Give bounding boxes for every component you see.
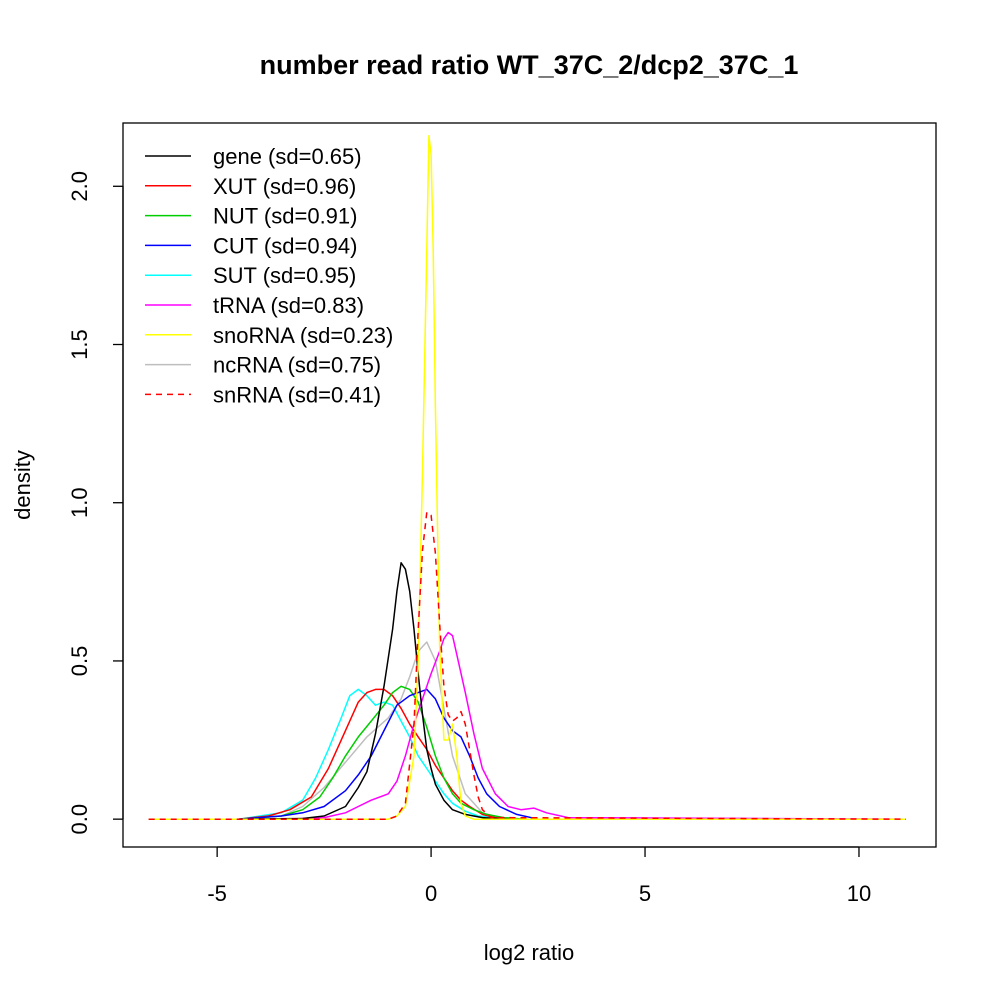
y-tick-label: 0.0: [67, 804, 92, 835]
series-line-6: [148, 134, 906, 820]
x-tick-label: 5: [639, 881, 651, 906]
y-tick-label: 0.5: [67, 646, 92, 677]
series-line-0: [148, 562, 906, 820]
legend-label: gene (sd=0.65): [213, 144, 362, 169]
x-tick-label: 10: [847, 881, 871, 906]
x-axis: -5 0 5 10: [207, 846, 871, 906]
legend-label: SUT (sd=0.95): [213, 263, 356, 288]
y-tick-label: 1.5: [67, 329, 92, 360]
plot-frame: [122, 122, 937, 848]
series-layer: [148, 134, 907, 820]
chart-title: number read ratio WT_37C_2/dcp2_37C_1: [260, 50, 799, 80]
legend-label: NUT (sd=0.91): [213, 204, 357, 229]
legend-label: snRNA (sd=0.41): [213, 382, 381, 407]
series-line-5: [148, 631, 907, 820]
legend-label: ncRNA (sd=0.75): [213, 353, 381, 378]
y-tick-label: 2.0: [67, 171, 92, 202]
series-line-1: [148, 688, 906, 820]
series-line-8: [148, 511, 907, 820]
legend-label: CUT (sd=0.94): [213, 233, 357, 258]
legend-label: snoRNA (sd=0.23): [213, 323, 393, 348]
series-line-3: [148, 688, 906, 820]
x-axis-label: log2 ratio: [484, 940, 575, 965]
y-axis: 0.0 0.5 1.0 1.5 2.0: [67, 171, 124, 835]
series-line-4: [148, 688, 906, 820]
y-axis-label: density: [10, 450, 35, 520]
x-tick-label: 0: [425, 881, 437, 906]
legend-label: tRNA (sd=0.83): [213, 293, 364, 318]
series-line-2: [148, 685, 906, 820]
x-tick-label: -5: [207, 881, 227, 906]
y-tick-label: 1.0: [67, 487, 92, 518]
legend: gene (sd=0.65) XUT (sd=0.96) NUT (sd=0.91)…: [145, 144, 393, 407]
series-line-7: [148, 641, 906, 820]
legend-label: XUT (sd=0.96): [213, 174, 356, 199]
